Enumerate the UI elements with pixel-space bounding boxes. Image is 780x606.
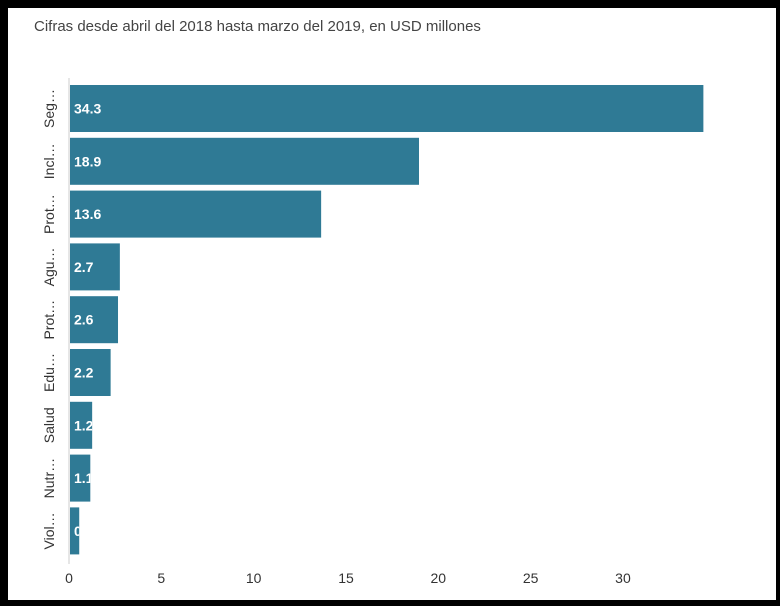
category-label: Incl… <box>41 143 57 179</box>
chart-subtitle: Cifras desde abril del 2018 hasta marzo … <box>34 18 481 35</box>
data-label: 1.2 <box>74 417 94 433</box>
bar <box>70 507 80 555</box>
bar <box>70 401 93 449</box>
bar <box>70 454 91 502</box>
bar <box>70 137 420 185</box>
data-label: 34.3 <box>74 101 101 117</box>
category-label: Agu… <box>41 247 57 286</box>
category-label: Seg… <box>41 89 57 128</box>
x-tick-label: 0 <box>65 570 73 586</box>
category-label: Edu… <box>41 353 57 392</box>
data-label: 2.6 <box>74 312 94 328</box>
chart-frame: Cifras desde abril del 2018 hasta marzo … <box>8 8 776 600</box>
data-label: 2.7 <box>74 259 94 275</box>
bar <box>70 85 704 132</box>
x-tick-label: 20 <box>431 570 447 586</box>
bar <box>70 349 111 396</box>
category-label: Salud <box>41 407 57 443</box>
category-label: Prot… <box>41 300 57 340</box>
bar <box>70 296 119 344</box>
x-tick-label: 10 <box>246 570 262 586</box>
data-label: 2.2 <box>74 365 94 381</box>
bar-chart: 0 5 10 15 20 25 30 34.3 Seg… 18.9 Incl… 13.6 Prot… 2.… <box>41 78 704 586</box>
x-tick-label: 30 <box>615 570 631 586</box>
data-label: 1.1 <box>74 470 94 486</box>
category-label: Prot… <box>41 194 57 234</box>
data-label: 13.6 <box>74 206 101 222</box>
data-label: 0 <box>74 523 82 539</box>
x-tick-label: 25 <box>523 570 539 586</box>
category-label: Nutr… <box>41 458 57 498</box>
x-tick-label: 15 <box>338 570 354 586</box>
x-tick-label: 5 <box>157 570 165 586</box>
data-label: 18.9 <box>74 153 101 169</box>
bar <box>70 190 322 238</box>
category-label: Viol… <box>41 512 57 549</box>
bar <box>70 243 120 291</box>
